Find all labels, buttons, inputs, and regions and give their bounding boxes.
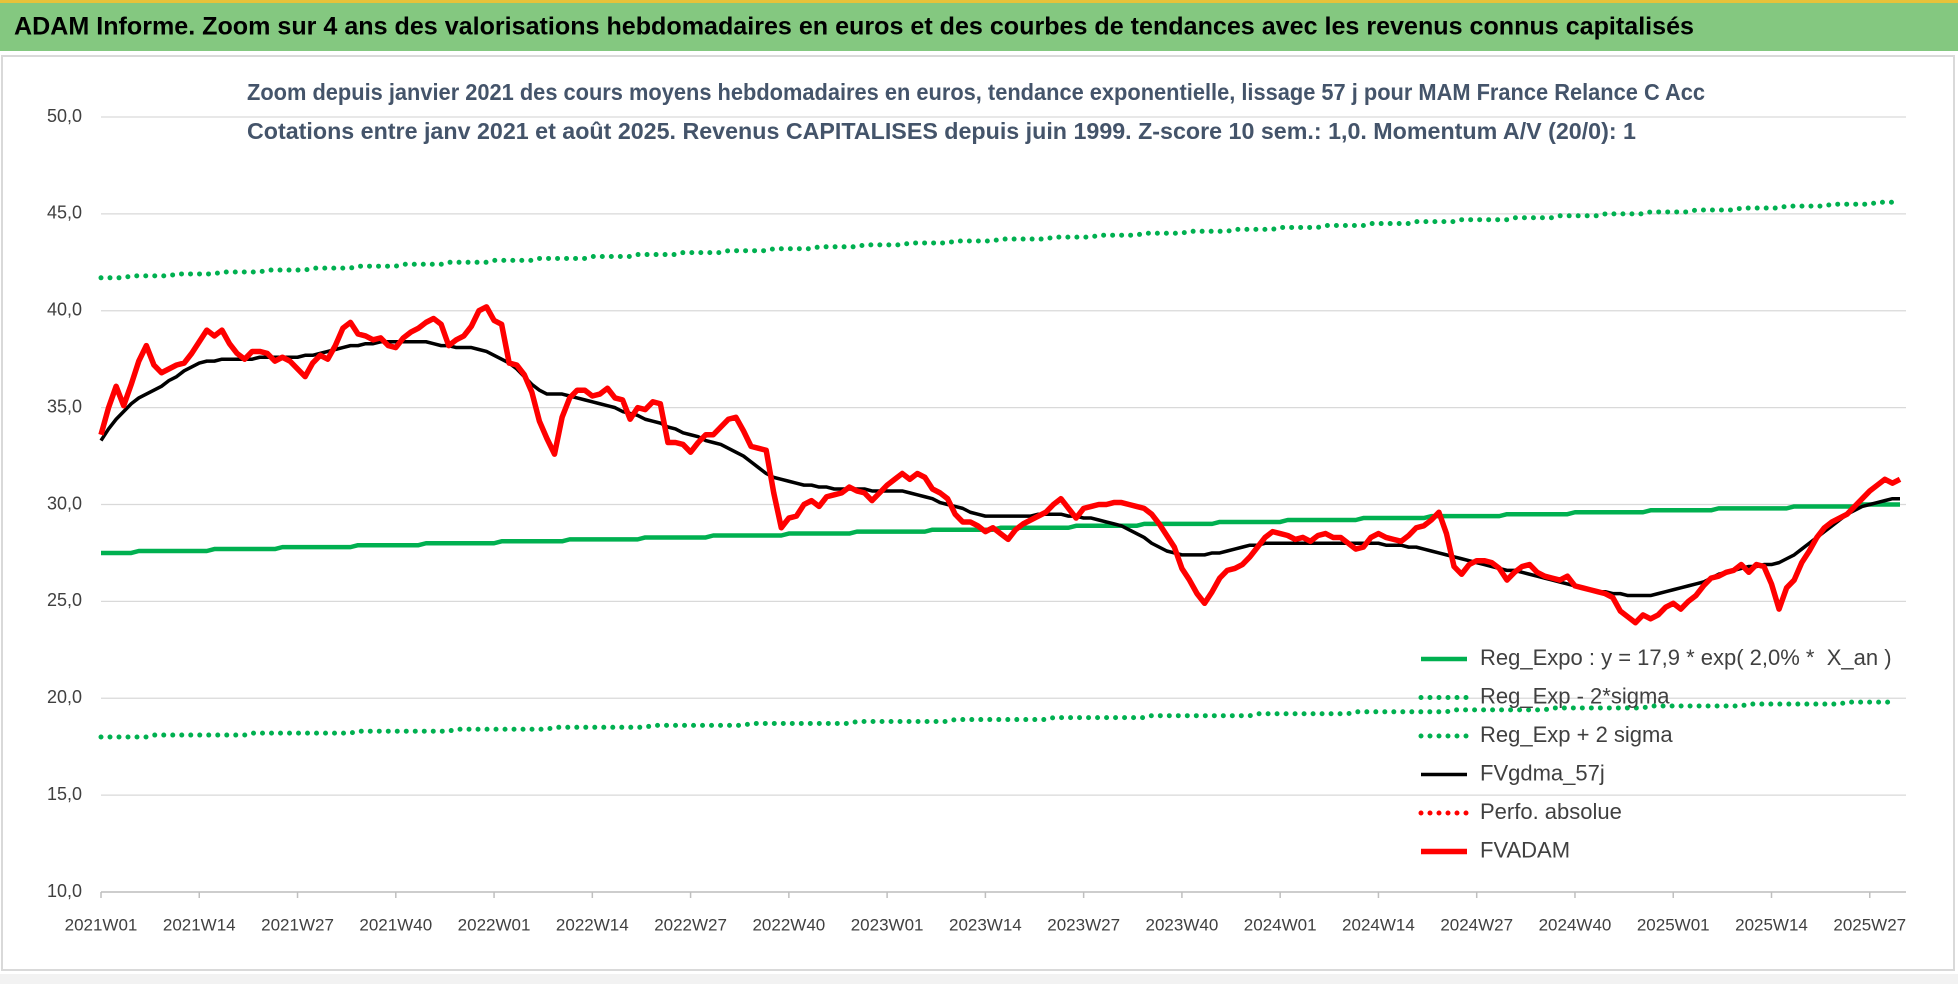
x-tick-label: 2021W01	[65, 915, 138, 934]
chart-title: Zoom depuis janvier 2021 des cours moyen…	[247, 79, 1705, 105]
y-tick-label: 15,0	[47, 784, 82, 804]
series-line	[101, 502, 1900, 556]
legend: Reg_Expo : y = 17,9 * exp( 2,0% * X_an )…	[1418, 645, 1892, 862]
y-tick-label: 25,0	[47, 590, 82, 610]
top-rule	[0, 0, 1958, 3]
y-tick-label: 35,0	[47, 396, 82, 416]
legend-label: Reg_Exp + 2 sigma	[1480, 722, 1673, 747]
x-tick-label: 2021W14	[163, 915, 236, 934]
x-tick-label: 2024W14	[1342, 915, 1415, 934]
x-tick-label: 2025W14	[1735, 915, 1808, 934]
x-tick-label: 2023W27	[1047, 915, 1120, 934]
x-tick-label: 2021W27	[261, 915, 334, 934]
x-tick-label: 2022W27	[654, 915, 727, 934]
x-tick-label: 2025W01	[1637, 915, 1710, 934]
y-tick-label: 40,0	[47, 300, 82, 320]
legend-label: Reg_Expo : y = 17,9 * exp( 2,0% * X_an )	[1480, 645, 1892, 670]
x-tick-label: 2024W01	[1244, 915, 1317, 934]
series-line	[98, 699, 1895, 740]
legend-label: FVgdma_57j	[1480, 760, 1605, 785]
x-tick-label: 2025W27	[1833, 915, 1906, 934]
legend-label: FVADAM	[1480, 837, 1570, 862]
x-tick-label: 2022W14	[556, 915, 629, 934]
y-tick-label: 45,0	[47, 203, 82, 223]
chart-subtitle: Cotations entre janv 2021 et août 2025. …	[247, 118, 1636, 144]
x-tick-label: 2022W40	[752, 915, 825, 934]
y-tick-label: 20,0	[47, 687, 82, 707]
y-tick-label: 30,0	[47, 493, 82, 513]
x-tick-label: 2021W40	[359, 915, 432, 934]
x-tick-label: 2024W27	[1440, 915, 1513, 934]
header-bar	[0, 3, 1958, 51]
legend-label: Perfo. absolue	[1480, 799, 1622, 824]
x-tick-label: 2024W40	[1539, 915, 1612, 934]
series-line	[98, 304, 1902, 626]
x-tick-label: 2022W01	[458, 915, 531, 934]
x-tick-label: 2023W01	[851, 915, 924, 934]
bottom-strip	[0, 974, 1958, 984]
x-tick-label: 2023W40	[1146, 915, 1219, 934]
x-tick-label: 2023W14	[949, 915, 1022, 934]
header-title: ADAM Informe. Zoom sur 4 ans des valoris…	[14, 13, 1694, 41]
y-tick-label: 50,0	[47, 106, 82, 126]
plot-area: 10,0 15,0 20,0 25,0 30,0 35,0 40,0 45,0 50,0 2021…	[47, 106, 1906, 935]
y-tick-label: 10,0	[47, 881, 82, 901]
legend-label: Reg_Exp - 2*sigma	[1480, 683, 1670, 708]
